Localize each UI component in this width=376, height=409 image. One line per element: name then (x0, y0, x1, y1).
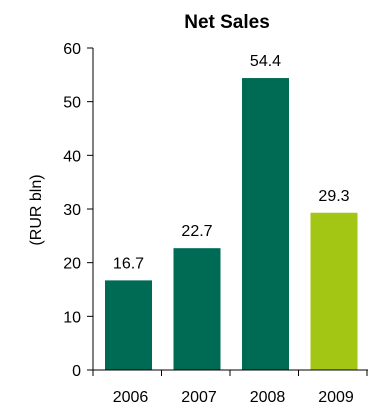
y-tick-label: 40 (63, 148, 81, 165)
x-tick-label-2008: 2008 (250, 389, 286, 406)
bar-2007 (173, 248, 221, 370)
y-tick-label: 20 (63, 256, 81, 273)
x-axis: 2006 2007 2008 2009 (92, 369, 368, 406)
x-tick-label-2007: 2007 (181, 389, 217, 406)
y-tick-label: 0 (72, 363, 81, 380)
y-tick-label: 10 (63, 309, 81, 326)
bars: 16.7 22.7 54.4 29.3 (105, 53, 358, 370)
data-label-2006: 16.7 (113, 255, 144, 272)
y-axis-label: (RUR bln) (28, 174, 45, 245)
data-label-2009: 29.3 (318, 188, 349, 205)
bar-2009 (310, 212, 358, 370)
y-tick-label: 30 (63, 202, 81, 219)
bar-2006 (105, 280, 152, 370)
y-axis: 0 10 20 30 40 50 60 (63, 41, 94, 380)
data-label-2007: 22.7 (181, 223, 212, 240)
y-tick-label: 50 (63, 95, 81, 112)
bar-2008 (242, 78, 289, 370)
x-tick-label-2006: 2006 (113, 389, 149, 406)
data-label-2008: 54.4 (250, 53, 281, 70)
chart-title: Net Sales (184, 12, 270, 33)
x-tick-label-2009: 2009 (318, 389, 354, 406)
y-tick-label: 60 (63, 41, 81, 58)
